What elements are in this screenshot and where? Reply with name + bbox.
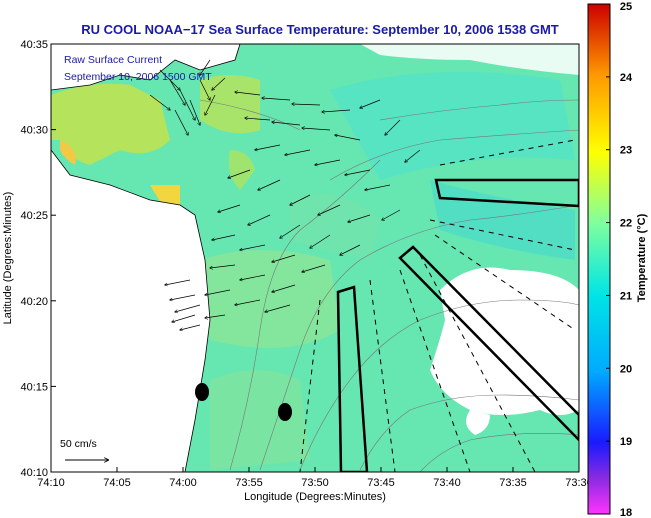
y-tick-label: 40:35 bbox=[20, 39, 48, 51]
sst-patch bbox=[290, 193, 380, 260]
coastline bbox=[51, 149, 211, 472]
shipping-lanes-dashed bbox=[299, 139, 576, 472]
y-ticks: 40:10 40:15 40:20 40:25 40:30 40:35 bbox=[20, 39, 56, 479]
y-tick-label: 40:15 bbox=[20, 381, 48, 393]
buoy-marker bbox=[195, 383, 209, 401]
sst-patch bbox=[330, 72, 575, 180]
x-tick-label: 74:10 bbox=[37, 477, 65, 489]
x-ticks: 74:10 74:05 74:00 73:55 73:50 73:45 73:40 73:35… bbox=[37, 467, 593, 489]
x-tick-label: 73:50 bbox=[301, 477, 329, 489]
cloud-mask bbox=[466, 410, 490, 435]
bathymetry-contours bbox=[199, 99, 579, 472]
colorbar-tick-label: 21 bbox=[620, 290, 632, 302]
sst-warm-patch bbox=[228, 150, 255, 190]
colorbar-tick-label: 20 bbox=[620, 363, 632, 375]
scale-label: 50 cm/s bbox=[60, 438, 97, 450]
inset-line-1: Raw Surface Current bbox=[64, 54, 162, 66]
inset-line-2: September 10, 2006 1500 GMT bbox=[64, 71, 212, 83]
land-north bbox=[51, 44, 240, 90]
buoy-marker bbox=[278, 403, 292, 421]
sst-hot-patch bbox=[60, 140, 76, 165]
colorbar-tick-label: 18 bbox=[620, 507, 632, 518]
x-tick-label: 73:30 bbox=[565, 477, 593, 489]
colorbar-label: Temperature (°C) bbox=[636, 213, 648, 302]
colorbar bbox=[587, 3, 611, 515]
y-tick-label: 40:30 bbox=[20, 125, 48, 137]
colorbar-tick-label: 22 bbox=[620, 218, 632, 230]
colorbar-tick-label: 25 bbox=[620, 1, 632, 13]
y-tick-label: 40:25 bbox=[20, 210, 48, 222]
sst-warm-patch bbox=[51, 83, 170, 165]
chart-title: RU COOL NOAA−17 Sea Surface Temperature:… bbox=[81, 22, 559, 37]
x-tick-label: 74:05 bbox=[103, 477, 131, 489]
colorbar-tick-label: 24 bbox=[620, 72, 633, 84]
x-tick-label: 73:40 bbox=[433, 477, 461, 489]
land-nj bbox=[51, 150, 210, 472]
y-tick-label: 40:10 bbox=[20, 467, 48, 479]
sst-warm-patch bbox=[200, 75, 260, 134]
x-axis-label: Longitude (Degrees:Minutes) bbox=[244, 491, 386, 503]
current-vectors bbox=[149, 59, 421, 330]
y-axis-label: Latitude (Degrees:Minutes) bbox=[2, 192, 14, 325]
x-tick-label: 74:00 bbox=[169, 477, 197, 489]
cloud-mask bbox=[360, 44, 579, 75]
coastline bbox=[51, 44, 241, 91]
map-area bbox=[51, 44, 579, 472]
colorbar-ticks: 18 19 20 21 22 23 24 25 bbox=[606, 1, 633, 518]
sst-patch bbox=[200, 250, 340, 348]
x-tick-label: 73:35 bbox=[499, 477, 527, 489]
colorbar-tick-label: 19 bbox=[620, 436, 632, 448]
x-tick-label: 73:45 bbox=[367, 477, 395, 489]
x-tick-label: 73:55 bbox=[235, 477, 263, 489]
y-tick-label: 40:20 bbox=[20, 296, 48, 308]
colorbar-tick-label: 23 bbox=[620, 145, 632, 157]
shipping-lanes bbox=[336, 178, 579, 472]
sst-patch bbox=[210, 370, 310, 470]
